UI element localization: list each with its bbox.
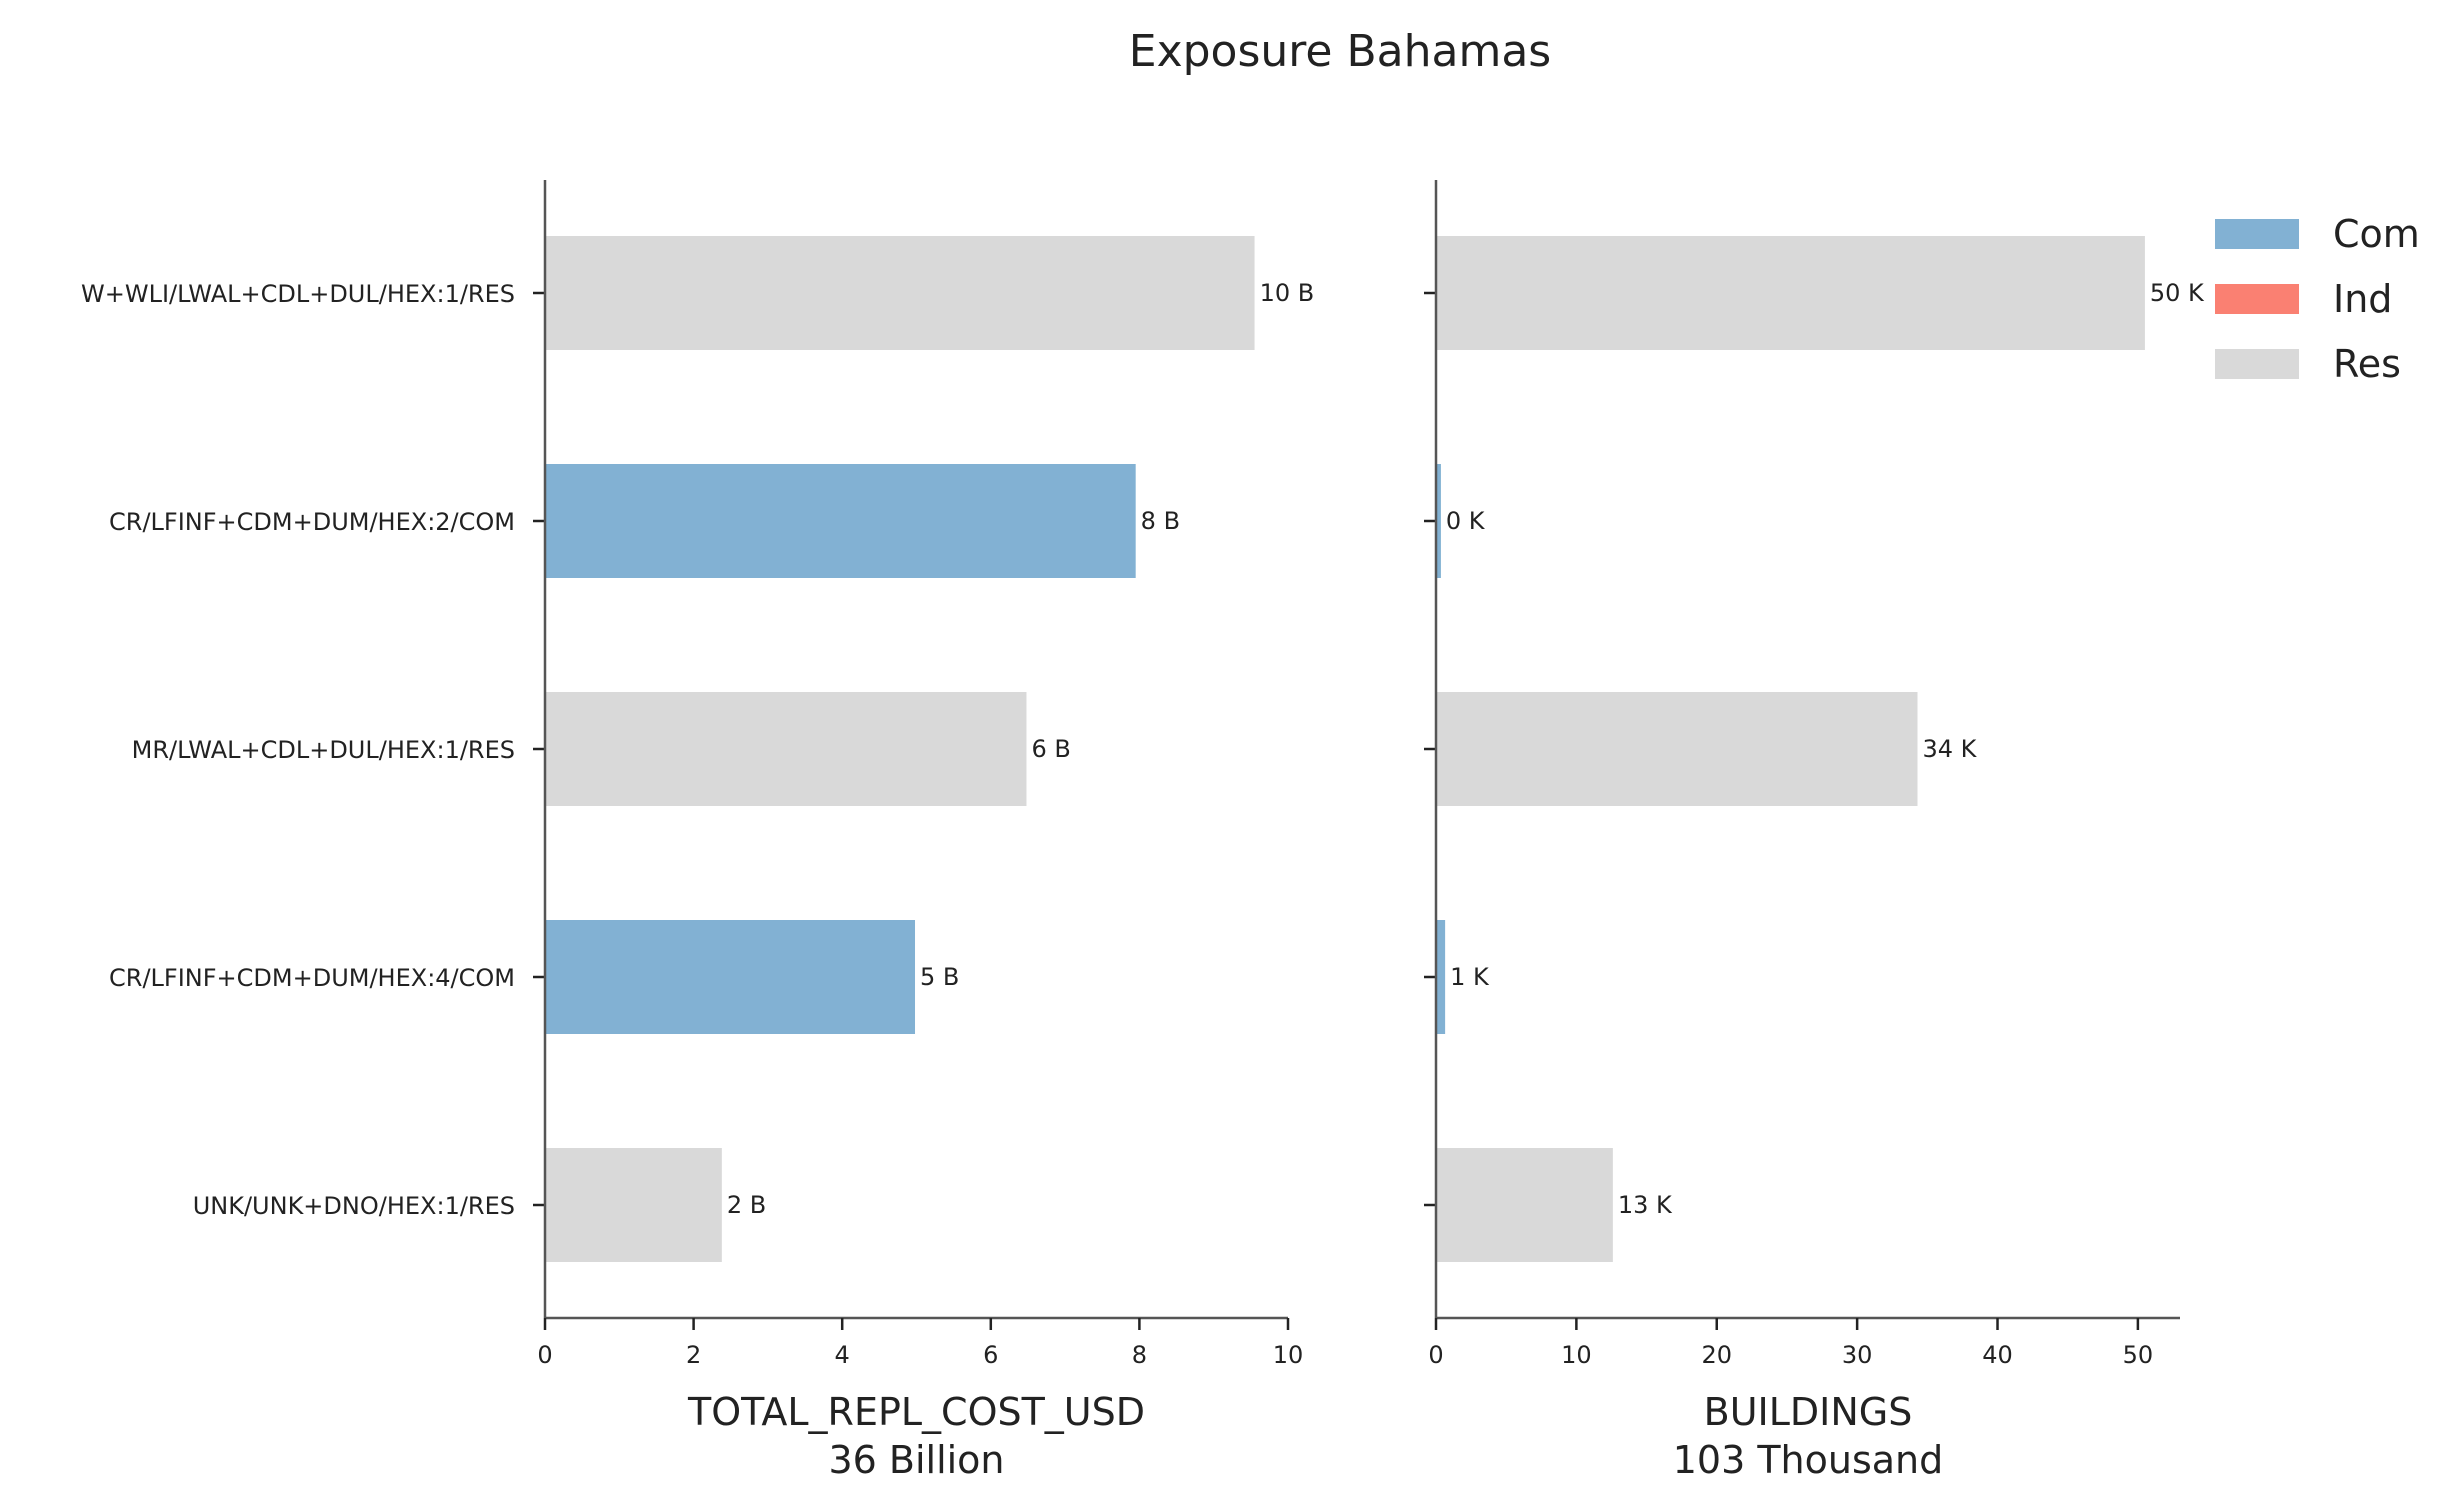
- data-label-1-5: 2 B: [727, 1191, 766, 1219]
- bar-1-5: [545, 1148, 722, 1262]
- x-tick-label-1-4: 6: [983, 1341, 998, 1369]
- legend-swatch-com: [2215, 219, 2299, 249]
- x-axis-label-2: BUILDINGS: [1704, 1390, 1913, 1434]
- data-label-2-1: 50 K: [2150, 279, 2205, 307]
- data-label-1-4: 5 B: [920, 963, 959, 991]
- x-tick-label-1-1: 0: [537, 1341, 552, 1369]
- data-label-2-2: 0 K: [1446, 507, 1486, 535]
- data-label-2-5: 13 K: [1618, 1191, 1673, 1219]
- data-label-1-2: 8 B: [1141, 507, 1180, 535]
- data-label-1-1: 10 B: [1260, 279, 1315, 307]
- x-tick-label-1-5: 8: [1132, 1341, 1147, 1369]
- chart-panel-2: 50 K 0 K 34 K 1 K 13 K 0 10 20 30 40 50 BUILDINGS10…: [1424, 180, 2205, 1482]
- legend-label-ind: Ind: [2333, 277, 2392, 321]
- legend-label-res: Res: [2333, 342, 2401, 386]
- category-label-3: MR/LWAL+CDL+DUL/HEX:1/RES: [132, 736, 515, 764]
- bar-2-5: [1436, 1148, 1613, 1262]
- legend-swatch-ind: [2215, 284, 2299, 314]
- x-tick-label-1-2: 2: [686, 1341, 701, 1369]
- x-axis-label-1: TOTAL_REPL_COST_USD: [687, 1390, 1145, 1434]
- data-label-1-3: 6 B: [1031, 735, 1070, 763]
- legend-label-com: Com: [2333, 212, 2420, 256]
- x-tick-label-1-3: 4: [835, 1341, 850, 1369]
- x-axis-sublabel-1: 36 Billion: [828, 1438, 1004, 1482]
- bar-1-2: [545, 464, 1136, 578]
- bar-1-4: [545, 920, 916, 1034]
- chart-title: Exposure Bahamas: [1129, 26, 1551, 77]
- bar-2-2: [1436, 464, 1441, 578]
- data-label-2-3: 34 K: [1922, 735, 1977, 763]
- x-tick-label-2-3: 20: [1701, 1341, 1732, 1369]
- legend-swatch-res: [2215, 349, 2299, 379]
- category-label-4: CR/LFINF+CDM+DUM/HEX:4/COM: [109, 964, 515, 992]
- data-label-2-4: 1 K: [1450, 963, 1490, 991]
- x-tick-label-2-6: 50: [2123, 1341, 2154, 1369]
- bar-1-3: [545, 692, 1027, 806]
- x-tick-label-2-4: 30: [1842, 1341, 1873, 1369]
- category-label-5: UNK/UNK+DNO/HEX:1/RES: [193, 1192, 515, 1220]
- x-tick-label-2-1: 0: [1428, 1341, 1443, 1369]
- x-axis-sublabel-2: 103 Thousand: [1673, 1438, 1944, 1482]
- category-label-2: CR/LFINF+CDM+DUM/HEX:2/COM: [109, 508, 515, 536]
- x-tick-label-2-5: 40: [1982, 1341, 2013, 1369]
- bar-1-1: [545, 236, 1255, 350]
- bar-2-4: [1436, 920, 1446, 1034]
- chart-panel-1: 10 B W+WLI/LWAL+CDL+DUL/HEX:1/RES 8 B CR/LF…: [81, 180, 1314, 1482]
- category-label-1: W+WLI/LWAL+CDL+DUL/HEX:1/RES: [81, 280, 515, 308]
- legend: Com Ind Res: [2215, 212, 2420, 386]
- bar-2-3: [1436, 692, 1918, 806]
- bar-2-1: [1436, 236, 2145, 350]
- x-tick-label-2-2: 10: [1561, 1341, 1592, 1369]
- x-tick-label-1-6: 10: [1273, 1341, 1304, 1369]
